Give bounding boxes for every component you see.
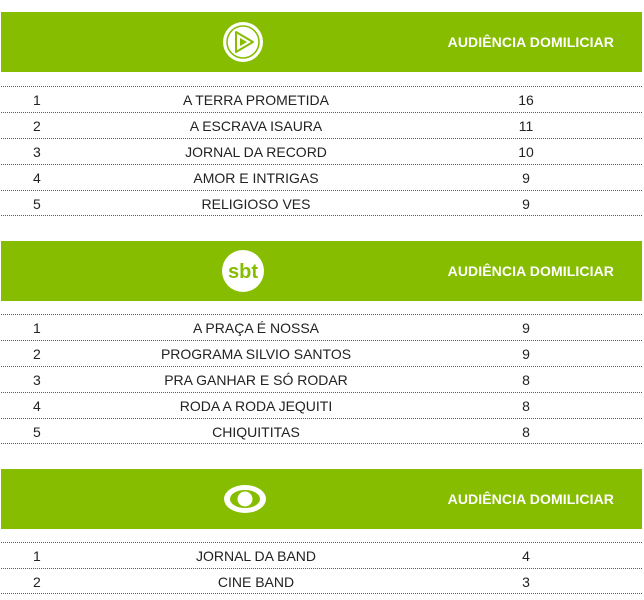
program-name: CINE BAND [217,574,295,590]
program-name: A TERRA PROMETIDA [183,92,329,108]
audience-value: 4 [522,548,530,564]
ranking-list: 1 A PRAÇA É NOSSA 9 2 PROGRAMA SILVIO SA… [1,314,642,444]
audience-value: 9 [522,320,530,336]
table-row: 5 RELIGIOSO VES 9 [1,190,642,216]
section-header-label: AUDIÊNCIA DOMILICIAR [447,34,614,50]
audience-value: 16 [518,92,534,108]
ranking-list: 1 A TERRA PROMETIDA 16 2 A ESCRAVA ISAUR… [1,86,642,216]
audience-value: 9 [522,170,530,186]
program-name: A ESCRAVA ISAURA [189,118,323,134]
rank: 4 [33,170,41,186]
rank: 5 [33,196,41,212]
rank: 3 [33,144,41,160]
audience-value: 8 [522,372,530,388]
audience-value: 11 [518,118,534,134]
table-row: 2 PROGRAMA SILVIO SANTOS 9 [1,340,642,366]
audience-value: 8 [522,424,530,440]
rank: 2 [33,574,41,590]
program-name: JORNAL DA BAND [195,548,317,564]
audience-value: 9 [522,346,530,362]
table-row: 3 JORNAL DA RECORD 10 [1,138,642,164]
rank: 3 [33,372,41,388]
section-header-label: AUDIÊNCIA DOMILICIAR [447,263,614,279]
program-name: RODA A RODA JEQUITI [179,398,333,414]
program-name: PROGRAMA SILVIO SANTOS [160,346,352,362]
rank: 2 [33,118,41,134]
table-row: 5 CHIQUITITAS 8 [1,418,642,444]
rank: 5 [33,424,41,440]
table-row: 2 A ESCRAVA ISAURA 11 [1,112,642,138]
sbt-logo-icon: sbt [222,250,264,292]
audience-value: 9 [522,196,530,212]
svg-text:sbt: sbt [228,261,258,283]
audience-value: 8 [522,398,530,414]
record-logo-icon [223,22,263,62]
rank: 1 [33,92,41,108]
section-header-label: AUDIÊNCIA DOMILICIAR [447,491,614,507]
program-name: AMOR E INTRIGAS [193,170,319,186]
program-name: PRA GANHAR E SÓ RODAR [164,372,348,388]
audience-value: 10 [518,144,534,160]
program-name: JORNAL DA RECORD [185,144,327,160]
rank: 2 [33,346,41,362]
program-name: RELIGIOSO VES [201,196,311,212]
rank: 1 [33,320,41,336]
table-row: 2 CINE BAND 3 [1,568,642,594]
band-header: AUDIÊNCIA DOMILICIAR [1,469,642,529]
table-row: 1 A TERRA PROMETIDA 16 [1,86,642,112]
table-row: 3 PRA GANHAR E SÓ RODAR 8 [1,366,642,392]
sbt-header: sbt AUDIÊNCIA DOMILICIAR [1,241,642,301]
audience-value: 3 [522,574,530,590]
band-logo-icon [224,485,266,513]
program-name: A PRAÇA É NOSSA [192,320,320,336]
rank: 1 [33,548,41,564]
program-name: CHIQUITITAS [212,424,300,440]
table-row: 4 RODA A RODA JEQUITI 8 [1,392,642,418]
record-header: AUDIÊNCIA DOMILICIAR [1,12,642,72]
table-row: 1 A PRAÇA É NOSSA 9 [1,314,642,340]
rank: 4 [33,398,41,414]
table-row: 1 JORNAL DA BAND 4 [1,542,642,568]
ranking-list: 1 JORNAL DA BAND 4 2 CINE BAND 3 [1,542,642,594]
table-row: 4 AMOR E INTRIGAS 9 [1,164,642,190]
